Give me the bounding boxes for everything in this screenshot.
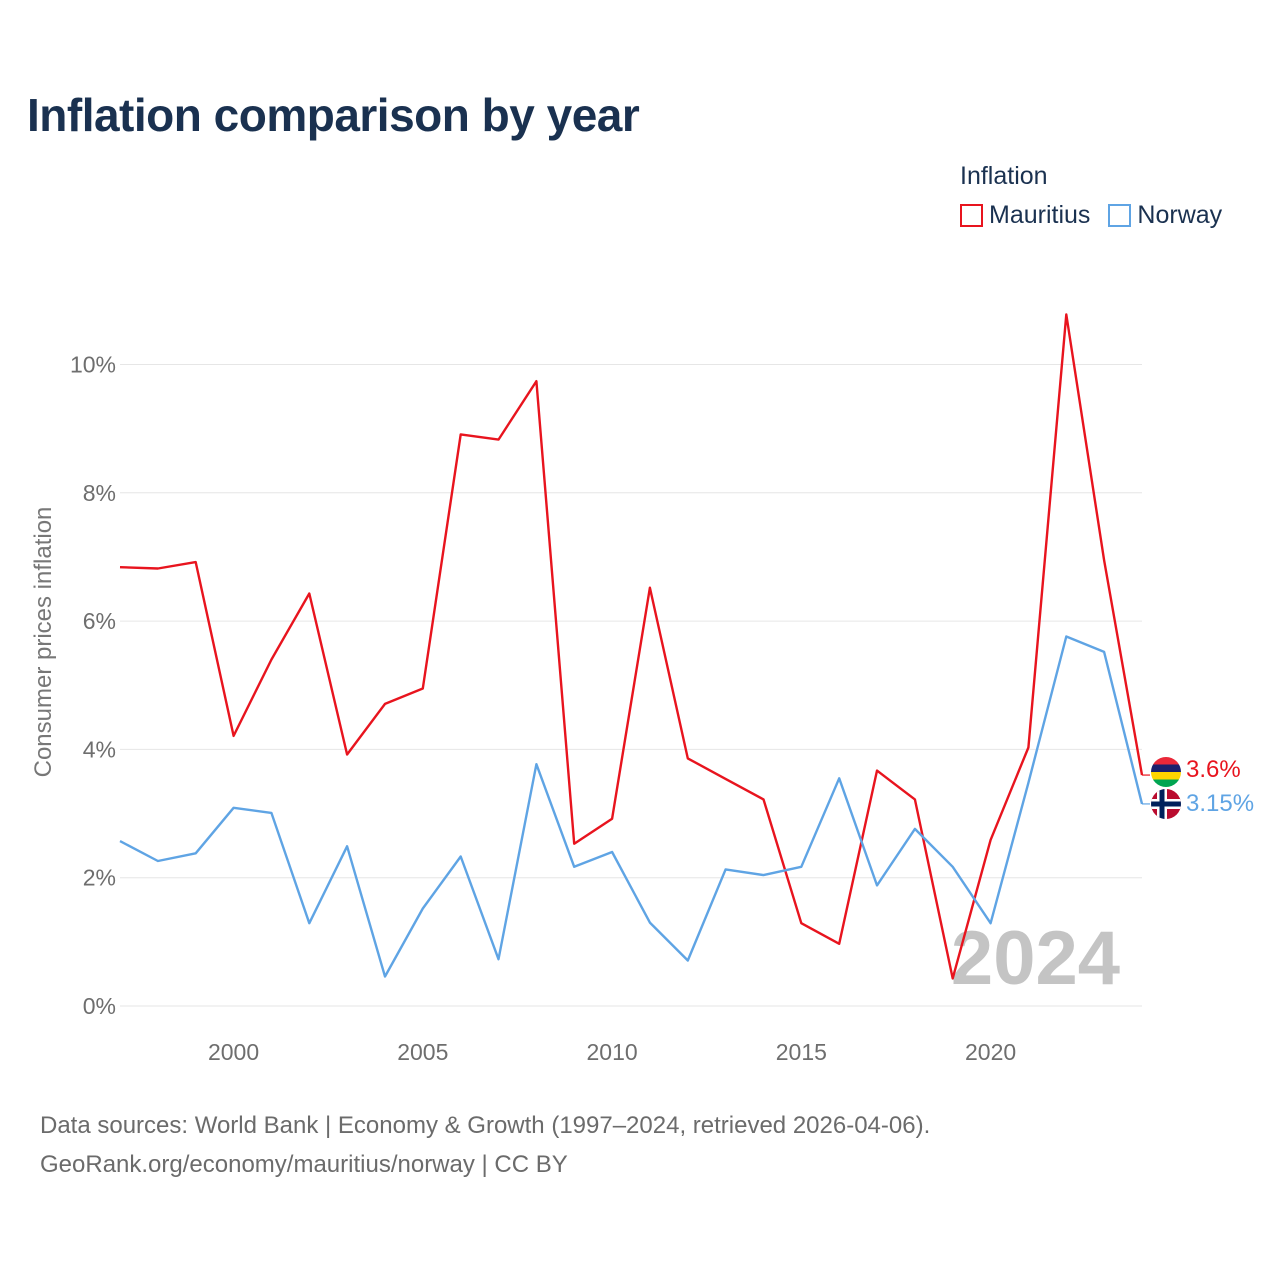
x-axis-ticks: 2000 2005 2010 2015 2020	[208, 1039, 1016, 1065]
end-label-norway: 3.15%	[1186, 790, 1254, 817]
x-tick-label: 2010	[586, 1039, 637, 1065]
mauritius-flag-icon	[1151, 757, 1181, 787]
series	[119, 313, 1150, 980]
year-watermark: 2024	[951, 916, 1120, 1001]
legend-items: Mauritius Norway	[960, 201, 1222, 230]
x-tick-label: 2020	[965, 1039, 1016, 1065]
x-tick-label: 2000	[208, 1039, 259, 1065]
y-tick-label: 4%	[83, 736, 116, 762]
legend-item-mauritius[interactable]: Mauritius	[960, 201, 1090, 230]
legend-swatch-mauritius	[960, 204, 983, 227]
series-line-norway[interactable]	[119, 635, 1144, 978]
y-tick-label: 10%	[70, 352, 116, 378]
source-link[interactable]: GeoRank.org/economy/mauritius/norway | C…	[40, 1151, 568, 1178]
grid	[120, 364, 1142, 1007]
legend-label-norway: Norway	[1137, 201, 1223, 229]
legend-item-norway[interactable]: Norway	[1108, 201, 1222, 230]
x-tick-label: 2005	[397, 1039, 448, 1065]
source-line-1: Data sources: World Bank | Economy & Gro…	[40, 1112, 931, 1139]
y-tick-label: 8%	[83, 480, 116, 506]
norway-flag-icon	[1151, 789, 1181, 819]
x-tick-label: 2015	[776, 1039, 827, 1065]
chart-title: Inflation comparison by year	[27, 89, 640, 141]
y-tick-label: 0%	[83, 993, 116, 1019]
y-tick-label: 6%	[83, 608, 116, 634]
legend: Inflation Mauritius Norway	[960, 162, 1222, 230]
series-line-mauritius[interactable]	[119, 313, 1144, 980]
legend-title: Inflation	[960, 162, 1048, 190]
y-tick-label: 2%	[83, 865, 116, 891]
end-label-mauritius: 3.6%	[1186, 756, 1241, 783]
y-axis-label: Consumer prices inflation	[30, 507, 57, 778]
y-axis-ticks: 0% 2% 4% 6% 8% 10%	[70, 352, 116, 1020]
legend-swatch-norway	[1108, 204, 1132, 227]
source-note: Data sources: World Bank | Economy & Gro…	[40, 1106, 930, 1184]
legend-label-mauritius: Mauritius	[989, 201, 1091, 229]
